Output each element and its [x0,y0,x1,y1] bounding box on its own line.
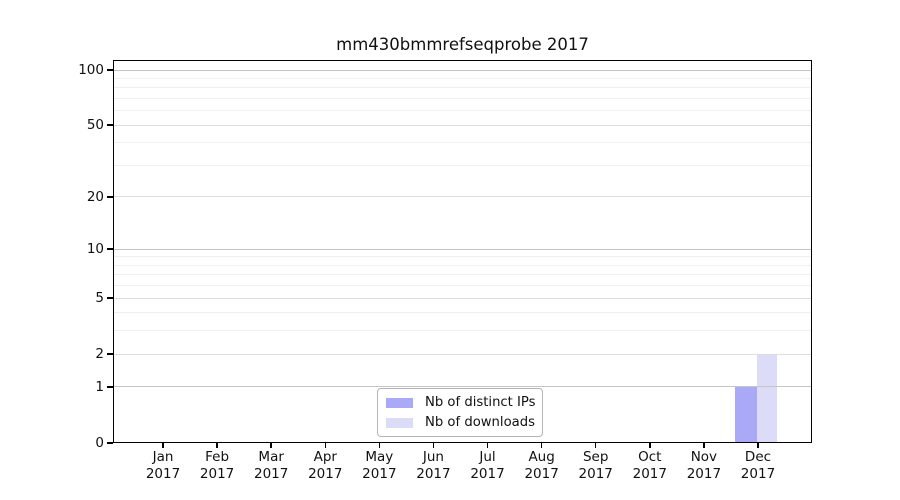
gridline-minor [114,77,811,79]
gridline-minor [114,264,811,266]
gridline-minor [114,110,811,112]
x-tick-label-sep: Sep 2017 [578,449,613,482]
x-tick [703,443,705,448]
y-tick [107,386,113,388]
x-tick [540,443,543,448]
gridline-minor [114,97,811,99]
gridline-minor [114,285,811,287]
x-tick [486,443,489,448]
y-tick-label: 10 [86,241,104,258]
gridline-minor [114,312,811,314]
legend-swatch-nb-of-downloads [386,417,413,428]
x-tick-label-aug: Aug 2017 [524,449,559,482]
gridline-major [114,386,811,388]
y-tick [107,248,113,250]
x-tick-label-dec: Dec 2017 [740,449,776,482]
legend-label-nb-of-distinct-ips: Nb of distinct IPs [425,395,536,410]
x-tick-label-feb: Feb 2017 [199,449,235,482]
x-tick [162,443,164,448]
y-tick-label: 100 [78,62,104,78]
gridline-major [114,124,811,126]
x-tick [270,443,272,448]
x-tick [649,443,651,448]
legend: Nb of distinct IPs Nb of downloads [377,388,543,437]
y-tick [107,442,113,444]
gridline-minor [114,87,811,89]
gridline-major [114,297,811,299]
gridline-major [114,196,811,198]
gridline-major [114,69,811,71]
x-tick-label-jul: Jul 2017 [470,449,505,482]
x-tick-label-jun: Jun 2017 [416,449,451,482]
x-tick [324,443,327,448]
gridline-minor [114,164,811,166]
x-tick-label-may: May 2017 [362,449,397,482]
x-tick-label-jan: Jan 2017 [145,449,181,482]
y-tick-label: 20 [86,188,104,205]
gridline-minor [114,256,811,258]
gridline-major [114,353,811,355]
y-tick-label: 5 [95,290,104,307]
chart-title: mm430bmmrefseqprobe 2017 [336,35,589,54]
legend-row-nb-of-distinct-ips: Nb of distinct IPs [386,395,536,410]
gridline-major [114,248,811,250]
y-tick-label: 2 [95,346,104,363]
x-tick [757,443,759,448]
x-tick-label-apr: Apr 2017 [308,449,343,482]
y-tick [107,69,113,71]
y-tick-label: 50 [86,117,104,134]
x-tick-label-nov: Nov 2017 [686,449,722,482]
gridline-minor [114,330,811,332]
y-tick-label: 0 [95,435,104,451]
x-tick-label-oct: Oct 2017 [632,449,667,482]
legend-swatch-nb-of-distinct-ips [386,397,413,408]
gridline-minor [114,274,811,276]
legend-label-nb-of-downloads: Nb of downloads [425,415,535,430]
x-tick [432,443,435,448]
x-tick [378,443,381,448]
bar-nb-of-downloads-dec [757,354,778,442]
x-tick-label-mar: Mar 2017 [253,449,289,482]
y-tick [107,196,113,198]
x-tick [216,443,218,448]
x-tick [594,443,597,448]
plot-area [113,60,812,443]
y-tick [107,297,113,299]
y-tick [107,124,113,126]
y-tick-label: 1 [95,378,104,395]
bar-nb-of-distinct-ips-dec [735,387,758,442]
legend-row-nb-of-downloads: Nb of downloads [386,415,535,430]
gridline-minor [114,142,811,144]
y-tick [107,353,113,355]
